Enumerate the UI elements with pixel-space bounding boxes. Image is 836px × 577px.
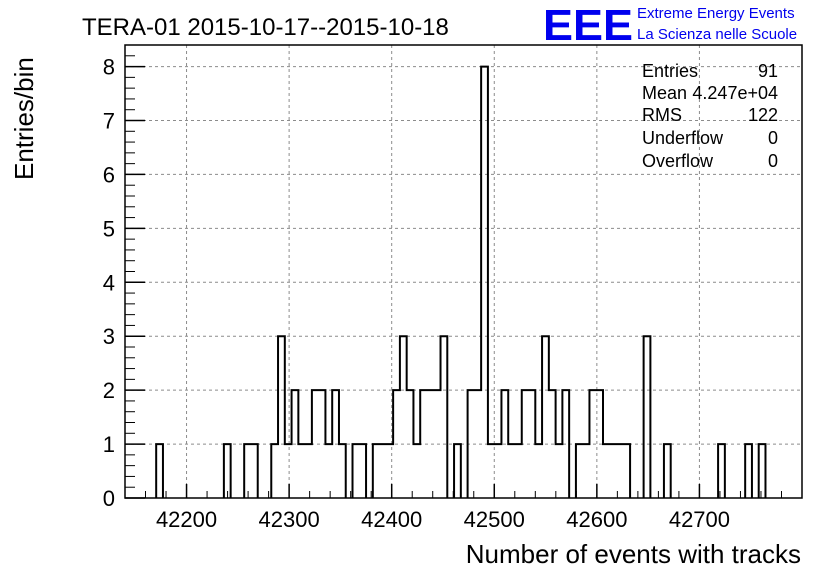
x-tick-label: 42200 bbox=[156, 507, 217, 532]
x-tick-label: 42700 bbox=[669, 507, 730, 532]
stat-underflow-value: 0 bbox=[768, 128, 778, 148]
stats-box: Entries 91 Mean 4.247e+04 RMS 122 Underf… bbox=[642, 61, 778, 171]
x-axis-label: Number of events with tracks bbox=[466, 539, 801, 569]
y-tick-label: 2 bbox=[103, 378, 115, 403]
stat-underflow-label: Underflow bbox=[642, 128, 724, 148]
y-tick-label: 8 bbox=[103, 55, 115, 80]
y-axis-label: Entries/bin bbox=[9, 57, 39, 180]
x-tick-label: 42400 bbox=[361, 507, 422, 532]
x-tick-label: 42500 bbox=[464, 507, 525, 532]
stat-overflow-label: Overflow bbox=[642, 151, 714, 171]
axis-ticks: 42200 42300 42400 42500 42600 42700 0 1 2 3 4 5 6 7 8 bbox=[103, 44, 782, 532]
logo-line-2: La Scienza nelle Scuole bbox=[637, 26, 797, 43]
histogram-line bbox=[155, 65, 767, 498]
stat-mean-value: 4.247e+04 bbox=[692, 83, 778, 103]
stat-rms-value: 122 bbox=[748, 105, 778, 125]
y-tick-label: 6 bbox=[103, 162, 115, 187]
stat-mean-label: Mean bbox=[642, 83, 687, 103]
y-tick-label: 4 bbox=[103, 270, 115, 295]
stat-entries-value: 91 bbox=[758, 61, 778, 81]
y-tick-label: 0 bbox=[103, 486, 115, 511]
logo-line-1: Extreme Energy Events bbox=[637, 5, 795, 22]
stat-overflow-value: 0 bbox=[768, 151, 778, 171]
x-tick-label: 42600 bbox=[566, 507, 627, 532]
stat-entries-label: Entries bbox=[642, 61, 698, 81]
eee-logo-mark: EEE bbox=[543, 1, 633, 50]
chart-title: TERA-01 2015-10-17--2015-10-18 bbox=[82, 14, 449, 41]
y-tick-label: 1 bbox=[103, 432, 115, 457]
y-tick-label: 3 bbox=[103, 324, 115, 349]
eee-logo: EEE Extreme Energy Events La Scienza nel… bbox=[543, 1, 797, 50]
y-tick-label: 7 bbox=[103, 109, 115, 134]
y-tick-label: 5 bbox=[103, 216, 115, 241]
x-tick-label: 42300 bbox=[259, 507, 320, 532]
stat-rms-label: RMS bbox=[642, 105, 682, 125]
grid-lines bbox=[125, 45, 802, 498]
